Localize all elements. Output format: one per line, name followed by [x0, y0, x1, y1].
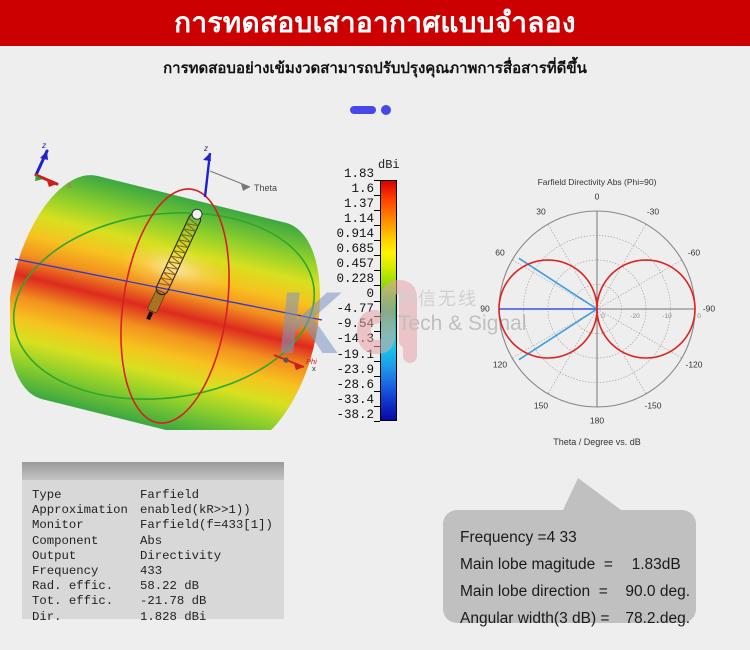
- svg-text:-10: -10: [662, 313, 672, 320]
- svg-text:150: 150: [534, 400, 548, 410]
- svg-text:x: x: [67, 180, 72, 191]
- svg-text:-20: -20: [630, 313, 640, 320]
- svg-text:x: x: [312, 364, 316, 373]
- svg-text:30: 30: [536, 206, 546, 216]
- svg-text:z: z: [41, 140, 47, 150]
- svg-text:90: 90: [480, 303, 490, 313]
- svg-text:Theta: Theta: [254, 183, 277, 193]
- svg-text:z: z: [203, 144, 208, 153]
- svg-text:180: 180: [590, 415, 604, 425]
- svg-text:Farfield Directivity Abs (Phi=: Farfield Directivity Abs (Phi=90): [538, 177, 657, 187]
- svg-text:0: 0: [595, 191, 600, 201]
- svg-text:Theta / Degree vs. dB: Theta / Degree vs. dB: [553, 437, 641, 447]
- svg-text:60: 60: [495, 247, 505, 257]
- svg-text:120: 120: [493, 359, 507, 369]
- svg-text:-120: -120: [685, 359, 702, 369]
- svg-text:-90: -90: [703, 303, 716, 313]
- svg-text:-60: -60: [688, 247, 701, 257]
- svg-text:0: 0: [697, 313, 701, 320]
- svg-text:-150: -150: [644, 400, 661, 410]
- svg-text:0: 0: [601, 313, 605, 320]
- svg-text:-30: -30: [647, 206, 660, 216]
